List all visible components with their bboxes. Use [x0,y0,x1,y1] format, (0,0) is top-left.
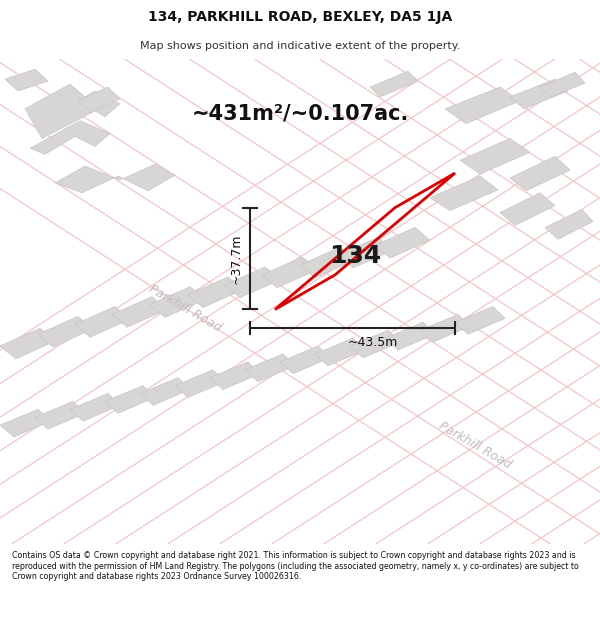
Polygon shape [38,316,92,347]
Polygon shape [225,267,280,298]
Polygon shape [510,79,568,109]
Polygon shape [445,87,520,124]
Polygon shape [0,409,50,437]
Polygon shape [78,87,120,112]
Text: ~37.7m: ~37.7m [229,233,242,284]
Polygon shape [30,121,110,154]
Polygon shape [540,72,585,97]
Polygon shape [75,306,130,337]
Polygon shape [0,328,55,359]
Polygon shape [455,306,505,334]
Polygon shape [460,139,530,174]
Polygon shape [350,330,400,358]
Polygon shape [262,257,317,288]
Polygon shape [510,156,570,191]
Text: 134, PARKHILL ROAD, BEXLEY, DA5 1JA: 134, PARKHILL ROAD, BEXLEY, DA5 1JA [148,9,452,24]
Polygon shape [140,378,190,406]
Polygon shape [420,314,470,342]
Polygon shape [500,193,555,226]
Text: ~43.5m: ~43.5m [347,336,398,349]
Polygon shape [375,228,430,258]
Text: Contains OS data © Crown copyright and database right 2021. This information is : Contains OS data © Crown copyright and d… [12,551,579,581]
Text: ~431m²/~0.107ac.: ~431m²/~0.107ac. [191,104,409,124]
Polygon shape [300,248,355,278]
Polygon shape [25,84,120,139]
Text: Parkhill Road: Parkhill Road [146,282,224,334]
Polygon shape [35,401,85,429]
Polygon shape [150,287,205,318]
Polygon shape [105,386,155,413]
Text: 134: 134 [329,244,381,268]
Polygon shape [245,354,295,382]
Polygon shape [315,338,365,366]
Polygon shape [385,322,435,350]
Polygon shape [112,297,167,328]
Text: Map shows position and indicative extent of the property.: Map shows position and indicative extent… [140,41,460,51]
Polygon shape [55,164,175,193]
Polygon shape [545,209,593,239]
Text: Parkhill Road: Parkhill Road [436,419,514,471]
Polygon shape [210,362,260,389]
Polygon shape [188,277,243,308]
Polygon shape [430,176,498,211]
Polygon shape [280,346,330,374]
Polygon shape [338,238,393,268]
Polygon shape [70,394,120,421]
Polygon shape [5,69,48,91]
Polygon shape [370,71,418,97]
Polygon shape [175,370,225,398]
